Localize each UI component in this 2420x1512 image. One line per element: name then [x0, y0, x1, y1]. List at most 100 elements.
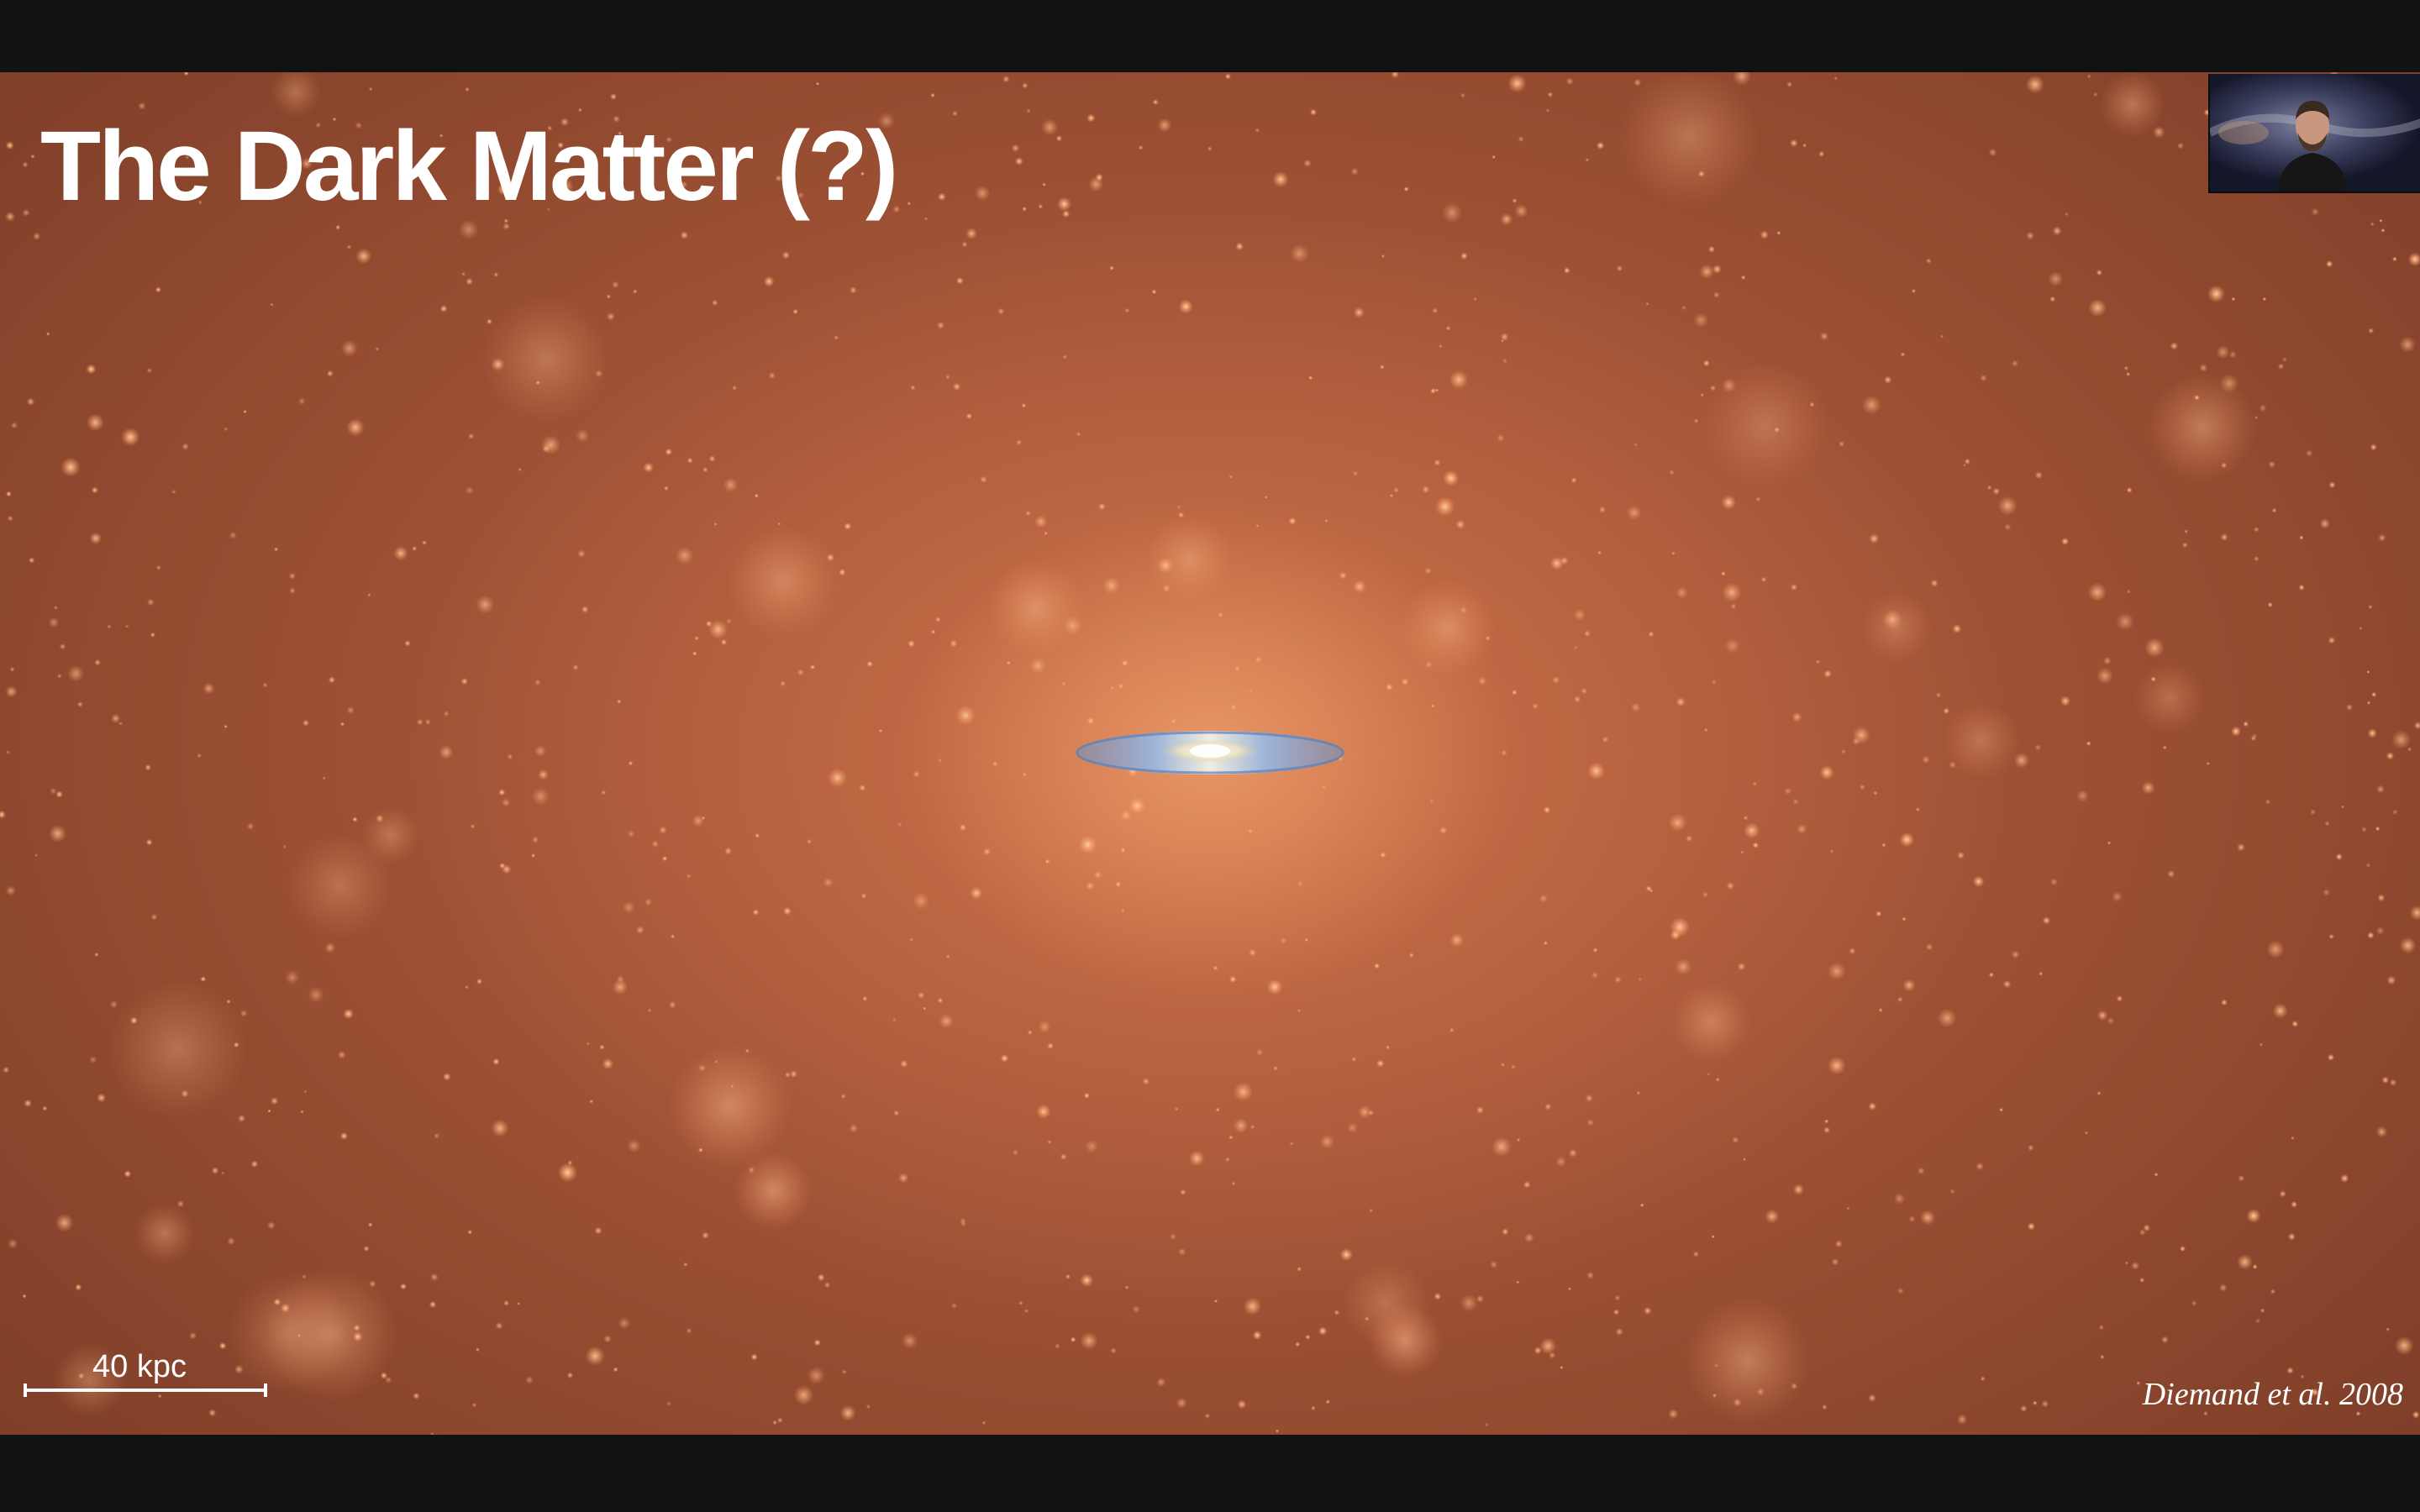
- subhalo-point: [613, 1367, 618, 1373]
- subhalo-point: [1868, 1394, 1876, 1403]
- subhalo-point: [1249, 948, 1257, 957]
- subhalo-point: [1311, 1405, 1316, 1411]
- subhalo-point: [2126, 372, 2131, 376]
- subhalo-point: [992, 761, 998, 767]
- subhalo-point: [355, 248, 372, 265]
- subhalo-point: [908, 639, 916, 648]
- subhalo-point: [1445, 325, 1451, 331]
- subhalo-point: [1439, 344, 1443, 349]
- subhalo-point: [266, 1221, 276, 1230]
- subhalo-point: [1634, 78, 1642, 87]
- subhalo-point: [2309, 808, 2317, 816]
- subhalo-point: [289, 587, 296, 594]
- subhalo-point: [2116, 612, 2134, 631]
- subhalo-point: [499, 862, 506, 869]
- subhalo-point: [793, 1385, 814, 1405]
- subhalo-point: [859, 784, 866, 791]
- subhalo-point: [2141, 780, 2155, 795]
- subhalo-point: [2367, 932, 2375, 939]
- subhalo-point: [1980, 1376, 1986, 1382]
- subhalo-point: [1476, 1105, 1485, 1115]
- subhalo-point: [335, 224, 341, 230]
- large-subhalo-glow: [360, 806, 419, 864]
- subhalo-point: [1726, 881, 1735, 890]
- subhalo-point: [862, 995, 868, 1001]
- subhalo-point: [2153, 125, 2165, 139]
- subhalo-point: [813, 1339, 821, 1347]
- subhalo-point: [2154, 1172, 2159, 1177]
- subhalo-point: [1956, 1414, 1968, 1425]
- subhalo-point: [1070, 1336, 1076, 1343]
- subhalo-point: [724, 847, 733, 855]
- subhalo-point: [1255, 128, 1260, 133]
- subhalo-point: [1023, 772, 1027, 777]
- subhalo-point: [1940, 334, 1944, 339]
- subhalo-point: [2371, 691, 2377, 698]
- subhalo-point: [1224, 1157, 1230, 1163]
- subhalo-point: [1248, 828, 1253, 834]
- subhalo-point: [176, 1200, 185, 1208]
- subhalo-point: [1986, 485, 1992, 491]
- subhalo-point: [1026, 108, 1031, 113]
- subhalo-point: [352, 816, 358, 822]
- subhalo-point: [86, 413, 104, 432]
- subhalo-point: [1917, 1167, 1925, 1175]
- subhalo-point: [1752, 781, 1758, 786]
- subhalo-point: [2002, 979, 2012, 989]
- subhalo-point: [1740, 275, 1746, 281]
- subhalo-point: [546, 207, 550, 212]
- subhalo-point: [1027, 1030, 1033, 1035]
- subhalo-point: [1859, 784, 1865, 790]
- subhalo-point: [507, 753, 513, 760]
- subhalo-point: [939, 1013, 954, 1029]
- subhalo-point: [1177, 512, 1185, 518]
- subhalo-point: [997, 307, 1005, 315]
- subhalo-point: [1868, 1102, 1877, 1111]
- subhalo-point: [1786, 81, 1793, 87]
- subhalo-point: [1873, 790, 1878, 795]
- subhalo-point: [697, 1063, 707, 1073]
- subhalo-point: [2220, 533, 2228, 542]
- subhalo-point: [2075, 790, 2089, 802]
- subhalo-point: [1644, 1306, 1652, 1315]
- subhalo-point: [1422, 485, 1430, 494]
- subhalo-point: [24, 1099, 33, 1108]
- subhalo-point: [492, 1058, 500, 1065]
- subhalo-point: [708, 455, 716, 463]
- subhalo-point: [844, 522, 852, 530]
- presenter-video-thumbnail[interactable]: [2208, 74, 2420, 193]
- subhalo-point: [1369, 1208, 1374, 1213]
- subhalo-point: [1028, 657, 1047, 675]
- subhalo-point: [1213, 965, 1218, 971]
- subhalo-point: [339, 722, 345, 727]
- subhalo-point: [33, 232, 41, 240]
- subhalo-point: [878, 728, 883, 733]
- subhalo-point: [2262, 297, 2267, 302]
- subhalo-point: [1022, 82, 1028, 89]
- subhalo-point: [2180, 1246, 2186, 1252]
- subhalo-point: [1930, 579, 1939, 587]
- subhalo-point: [2327, 1053, 2334, 1061]
- subhalo-point: [1132, 1305, 1140, 1314]
- subhalo-point: [491, 357, 505, 371]
- subhalo-point: [493, 271, 499, 278]
- subhalo-point: [1502, 358, 1507, 364]
- subhalo-point: [913, 770, 920, 779]
- subhalo-point: [797, 669, 804, 676]
- subhalo-point: [1047, 1139, 1052, 1145]
- subhalo-point: [1485, 635, 1491, 641]
- subhalo-point: [547, 125, 553, 131]
- subhalo-point: [518, 467, 522, 472]
- subhalo-point: [1733, 1398, 1742, 1407]
- subhalo-point: [1142, 1077, 1150, 1085]
- subhalo-point: [2399, 336, 2417, 354]
- subhalo-point: [2102, 656, 2112, 665]
- subhalo-point: [589, 1099, 594, 1104]
- subhalo-point: [2049, 296, 2056, 302]
- subhalo-point: [1980, 374, 1987, 382]
- subhalo-point: [2377, 894, 2386, 902]
- subhalo-point: [1988, 148, 1997, 157]
- subhalo-point: [270, 1097, 279, 1105]
- subhalo-point: [2150, 676, 2156, 682]
- subhalo-point: [1586, 1118, 1595, 1126]
